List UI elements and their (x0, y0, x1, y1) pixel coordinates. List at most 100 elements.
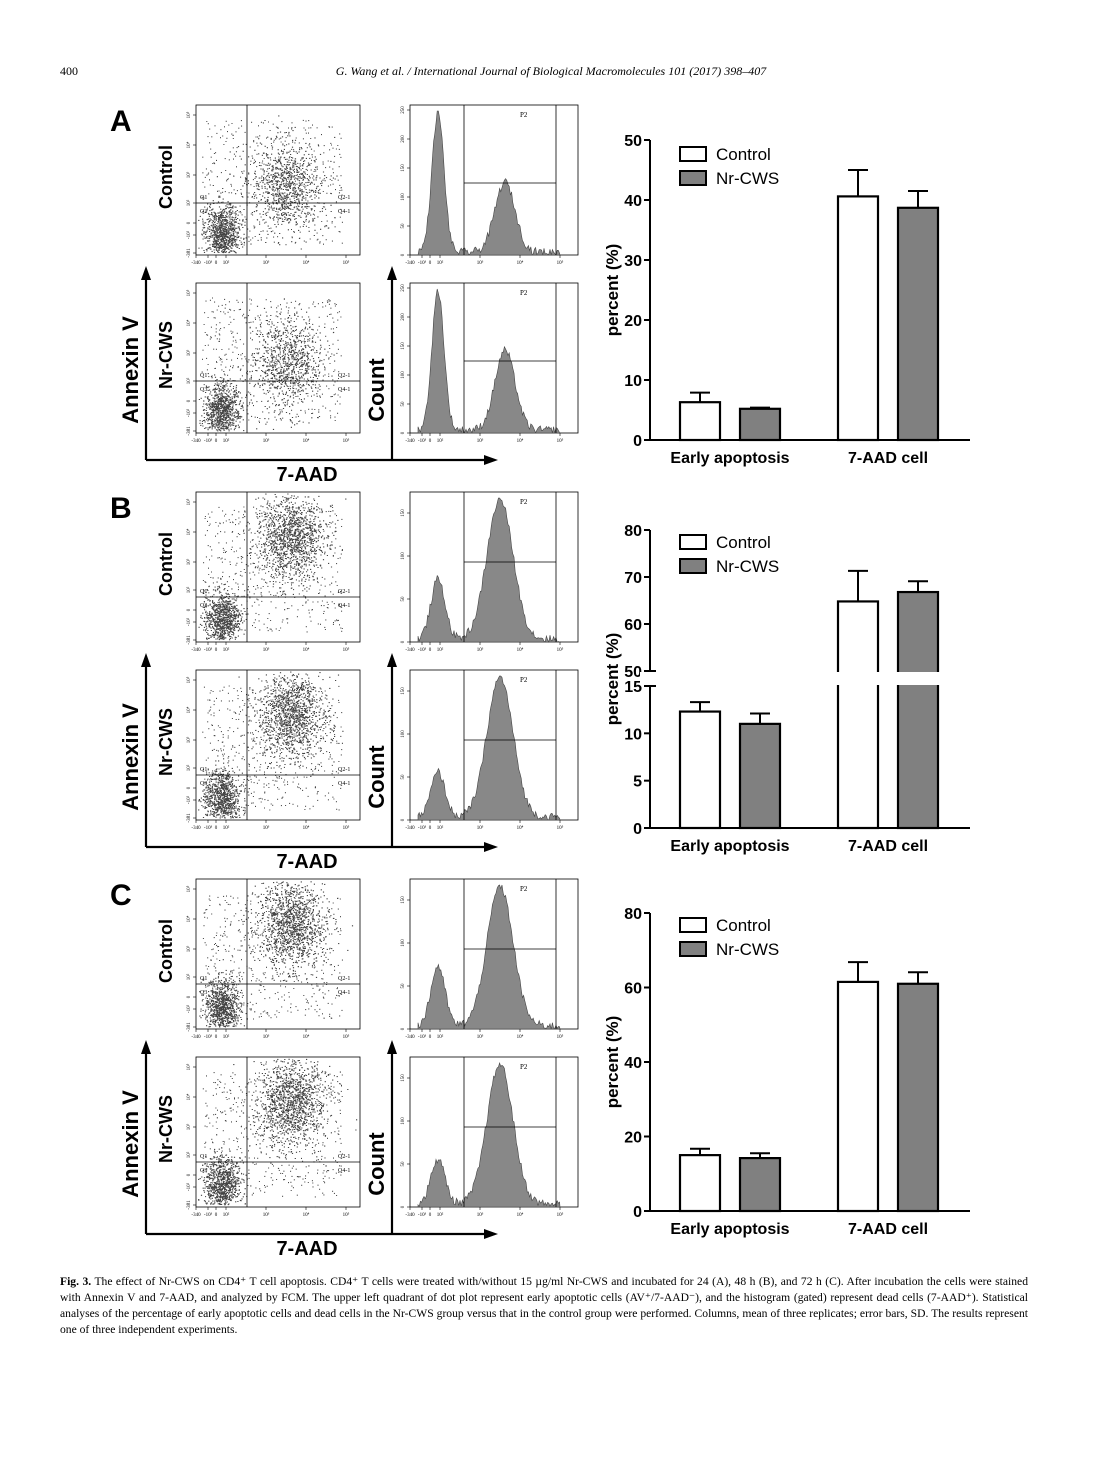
x-tick-label: 0 (429, 826, 432, 831)
x-tick-label: 10⁴ (303, 647, 310, 653)
x-tick-label: 10⁴ (303, 260, 310, 266)
y-tick-label: 150 (401, 687, 406, 695)
y-tick-label: 200 (401, 135, 406, 143)
quadrant-label: Q2-1 (338, 589, 350, 595)
figure-3: A 7-AAD Annexin V Count Control Q1 Q2-1 Q3 Q4-1 -… (110, 104, 970, 1260)
quadrant-label: Q1 (200, 589, 207, 595)
x-tick-label: 10² (223, 1034, 230, 1040)
row-label: Control (156, 145, 176, 209)
panel-letter: B (110, 492, 132, 525)
x-tick-label: -10³ (418, 647, 427, 653)
y-tick-label: 0 (401, 1205, 406, 1208)
x-tick-label: -10³ (204, 825, 213, 831)
bar-chart-C: 0 20 40 60 80 percent (%) Early apoptosis 7-AAD… (603, 906, 970, 1238)
quadrant-label: Q3 (200, 990, 207, 996)
bar (678, 710, 722, 830)
x-tick-label: -10³ (418, 1034, 427, 1040)
y-tick-label: 250 (401, 106, 406, 114)
page-number: 400 (60, 64, 78, 78)
panel-B: B 7-AAD Annexin V Count Control Q1 Q2-1 Q3 Q4-1 -… (110, 491, 579, 873)
arrow-up-icon (387, 1040, 397, 1054)
row-label: Nr-CWS (156, 1095, 176, 1163)
x-tick-label: 0 (215, 826, 218, 831)
category-label: Early apoptosis (670, 450, 789, 467)
y-tick-label: 100 (401, 371, 406, 379)
bar (678, 401, 722, 442)
x-tick-label: 10⁵ (557, 825, 564, 831)
gate-label: P2 (520, 1063, 528, 1071)
row-label: Nr-CWS (156, 321, 176, 389)
arrow-right-icon (484, 842, 498, 852)
dot-plot-frame (195, 1056, 361, 1208)
x-tick-label: 10⁴ (303, 1212, 310, 1218)
x-tick-label: 10³ (263, 260, 270, 266)
bar-chart-A: 0 10 20 30 40 50 percent (%) Early apoptosis 7-A… (603, 133, 970, 467)
y-tick-label: 0 (187, 399, 192, 402)
panel-letter: A (110, 105, 132, 138)
y-tick-label: 0 (401, 253, 406, 256)
x-tick-label: 0 (429, 648, 432, 653)
caption-text: The effect of Nr-CWS on CD4⁺ T cell apop… (60, 1275, 1028, 1336)
x-tick-label: 10³ (477, 647, 484, 653)
category-label: Early apoptosis (670, 838, 789, 855)
caption-label: Fig. 3. (60, 1275, 92, 1288)
y-tick-label: 0 (187, 608, 192, 611)
category-label: 7-AAD cell (848, 838, 928, 855)
category-label: 7-AAD cell (848, 1221, 928, 1238)
x-tick-label: -340 (405, 826, 415, 831)
x-tick-label: 10⁴ (517, 260, 524, 266)
y-tick-label: 10² (186, 377, 192, 384)
axis-break (640, 672, 960, 685)
bar (678, 1154, 722, 1213)
quadrant-label: Q4-1 (338, 990, 350, 996)
panel-letter: C (110, 879, 132, 912)
x-tick-label: -340 (191, 1213, 201, 1218)
y-tick-label: 10⁴ (186, 706, 192, 713)
gate-label: P2 (520, 498, 528, 506)
dot-y-axis-title: Annexin V (118, 703, 143, 811)
legend-swatch (679, 558, 707, 574)
y-tick-label: 0 (401, 431, 406, 434)
x-axis-title: 7-AAD (276, 851, 337, 873)
y-tick-label: -10² (186, 408, 192, 417)
gate-label: P2 (520, 885, 528, 893)
x-tick-label: 0 (215, 648, 218, 653)
y-tick-label: 10⁵ (186, 111, 192, 118)
x-tick-label: 0 (429, 439, 432, 444)
x-tick-label: -10³ (204, 438, 213, 444)
y-tick-label: 200 (401, 313, 406, 321)
y-tick-label: 0 (187, 786, 192, 789)
x-tick-label: -10³ (204, 1212, 213, 1218)
scatter-points (198, 297, 342, 432)
y-tick-label: 10 (624, 726, 642, 743)
scatter-points (198, 671, 344, 819)
quadrant-label: Q3 (200, 1168, 207, 1174)
y-axis-label: percent (%) (603, 633, 622, 726)
y-tick-label: 10⁵ (186, 289, 192, 296)
bar (836, 195, 880, 442)
x-tick-label: 0 (215, 439, 218, 444)
x-tick-label: 10² (223, 647, 230, 653)
x-tick-label: 10² (437, 1212, 444, 1218)
gate-label: P2 (520, 111, 528, 119)
x-tick-label: 10² (437, 825, 444, 831)
x-tick-label: 0 (215, 261, 218, 266)
y-tick-label: 150 (401, 342, 406, 350)
x-tick-label: -10³ (204, 647, 213, 653)
quadrant-label: Q1 (200, 1154, 207, 1160)
y-tick-label: 50 (401, 774, 406, 780)
y-tick-label: 100 (401, 730, 406, 738)
dot-plot: Q1 Q2-1Q3 Q4-1-340 -10³ 0 10² 10³ 10⁴ 10⁵-381-10… (186, 491, 361, 653)
category-label: Early apoptosis (670, 1221, 789, 1238)
y-tick-label: 30 (624, 253, 642, 270)
x-tick-label: 10⁴ (517, 1212, 524, 1218)
x-tick-label: 10⁵ (343, 438, 350, 444)
hist-y-axis-title: Count (364, 745, 389, 809)
quadrant-label: Q3 (200, 603, 207, 609)
y-tick-label: 50 (401, 1161, 406, 1167)
dot-plot: Q1 Q2-1Q3 Q4-1-340 -10³ 0 10² 10³ 10⁴ 10⁵-381-10… (186, 1056, 361, 1218)
